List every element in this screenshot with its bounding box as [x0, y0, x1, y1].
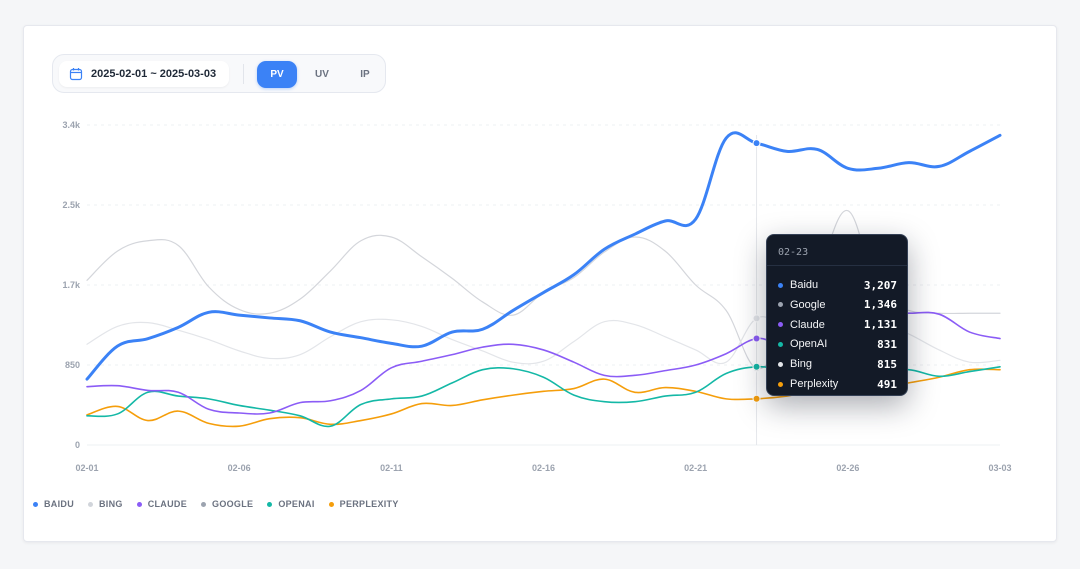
series-dot-icon — [778, 302, 783, 308]
legend-dot-icon — [88, 501, 93, 507]
y-tick-label: 1.7k — [62, 280, 81, 290]
tooltip-row: Baidu 3,207 — [778, 276, 897, 294]
chart-toolbar: 2025-02-01 ~ 2025-03-03 PV UV IP — [52, 54, 386, 93]
x-tick-label: 02-21 — [684, 463, 707, 473]
x-tick-label: 03-03 — [988, 463, 1011, 473]
toolbar-divider — [243, 64, 244, 84]
legend-item-bing[interactable]: BING — [88, 499, 123, 509]
tooltip-row: Bing 815 — [778, 355, 897, 373]
tooltip-series-name: Claude — [790, 318, 825, 331]
legend-label: CLAUDE — [147, 499, 188, 509]
tooltip-row: Google 1,346 — [778, 296, 897, 314]
legend-dot-icon — [201, 501, 207, 507]
date-range-picker[interactable]: 2025-02-01 ~ 2025-03-03 — [59, 61, 229, 87]
tooltip-series-value: 3,207 — [863, 278, 897, 292]
hover-point-google — [752, 314, 761, 323]
series-dot-icon — [778, 322, 783, 328]
tooltip-series-name: Bing — [790, 358, 813, 371]
tooltip-series-value: 1,131 — [863, 318, 897, 332]
hover-markers — [752, 139, 761, 403]
hover-point-baidu — [752, 139, 761, 148]
tooltip-row: Perplexity 491 — [778, 375, 897, 393]
date-range-text: 2025-02-01 ~ 2025-03-03 — [91, 68, 217, 80]
legend-label: GOOGLE — [212, 499, 254, 509]
y-tick-label: 850 — [65, 360, 80, 370]
tooltip-series-name: Baidu — [790, 279, 819, 291]
metric-tab-ip[interactable]: IP — [360, 69, 370, 80]
chart-grid — [87, 124, 1000, 446]
hover-point-openai — [752, 362, 761, 371]
legend-item-openai[interactable]: OPENAI — [267, 499, 314, 509]
series-dot-icon — [778, 282, 783, 288]
legend-item-claude[interactable]: CLAUDE — [136, 499, 188, 509]
tooltip-row: OpenAI 831 — [778, 335, 897, 353]
metric-tab-uv[interactable]: UV — [315, 69, 329, 80]
legend-label: OPENAI — [278, 499, 315, 509]
legend-dot-icon — [328, 501, 334, 507]
tooltip-divider — [767, 265, 907, 266]
legend-item-baidu[interactable]: BAIDU — [33, 499, 74, 509]
legend-label: BING — [99, 499, 123, 509]
hover-point-perplexity — [752, 394, 761, 403]
series-dot-icon — [778, 361, 783, 367]
tooltip-series-name: Perplexity — [790, 378, 839, 390]
y-tick-label: 3.4k — [62, 120, 81, 130]
tooltip-row: Claude 1,131 — [778, 316, 897, 334]
x-tick-label: 02-16 — [532, 463, 555, 473]
legend-dot-icon — [136, 501, 142, 507]
tooltip-series-value: 831 — [877, 337, 897, 351]
series-dot-icon — [778, 381, 783, 387]
y-tick-label: 0 — [75, 440, 80, 450]
series-dot-icon — [778, 341, 783, 347]
metric-tab-pv[interactable]: PV — [257, 61, 297, 88]
x-tick-label: 02-26 — [836, 463, 859, 473]
x-axis-ticks: 02-01 02-06 02-11 02-16 02-21 02-26 03-03 — [75, 463, 1011, 473]
x-tick-label: 02-06 — [228, 463, 251, 473]
chart-tooltip: 02-23 Baidu 3,207 Google 1,346 Claude 1,131 Op… — [766, 234, 908, 396]
hover-point-claude — [752, 334, 761, 343]
tooltip-series-name: Google — [790, 298, 826, 311]
legend-item-perplexity[interactable]: PERPLEXITY — [328, 499, 399, 509]
calendar-icon — [69, 68, 83, 81]
y-tick-label: 2.5k — [62, 200, 81, 210]
x-tick-label: 02-01 — [75, 463, 98, 473]
tooltip-series-value: 1,346 — [863, 298, 897, 312]
legend-dot-icon — [33, 501, 38, 507]
series-line-baidu[interactable] — [85, 131, 1002, 381]
legend-item-google[interactable]: GOOGLE — [201, 499, 253, 509]
legend-label: BAIDU — [44, 499, 74, 509]
legend-dot-icon — [267, 501, 273, 507]
legend-label: PERPLEXITY — [339, 499, 399, 509]
chart-legend: BAIDU BING CLAUDE GOOGLE OPENAI PERPLEXITY — [33, 499, 413, 509]
tooltip-series-value: 491 — [877, 377, 897, 391]
y-axis-ticks: 0 850 1.7k 2.5k 3.4k — [62, 120, 81, 450]
tooltip-series-value: 815 — [877, 357, 897, 371]
tooltip-series-name: OpenAI — [790, 338, 828, 351]
tooltip-date: 02-23 — [778, 247, 809, 258]
x-tick-label: 02-11 — [380, 463, 403, 473]
